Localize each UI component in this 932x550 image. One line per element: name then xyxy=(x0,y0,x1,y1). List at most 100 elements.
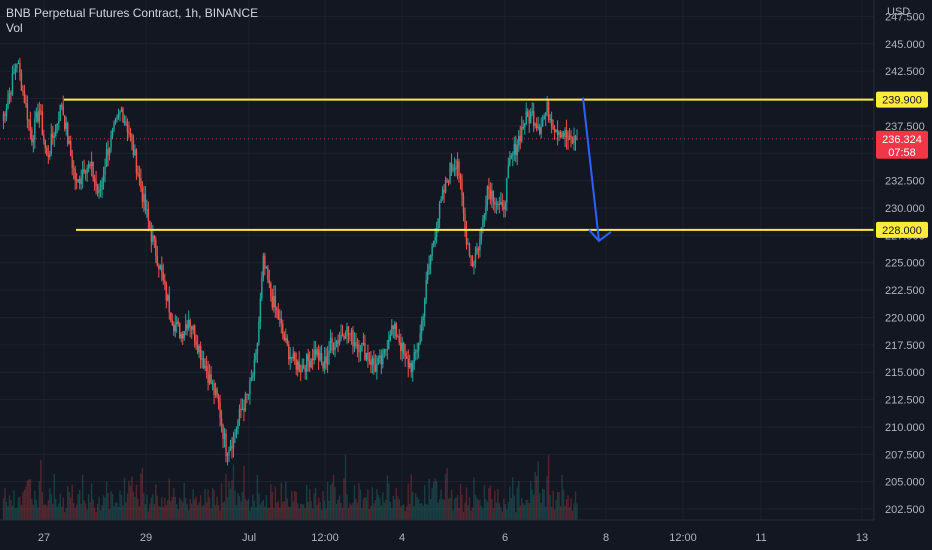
candle-body xyxy=(341,334,344,336)
volume-bar xyxy=(74,508,76,520)
level-tag[interactable] xyxy=(876,91,928,108)
volume-bar xyxy=(173,487,175,520)
candle-body xyxy=(561,132,563,138)
candle-body xyxy=(50,133,52,154)
candle-body xyxy=(5,108,8,117)
volume-bar xyxy=(485,499,487,520)
volume-bar xyxy=(10,499,12,520)
candle-body xyxy=(300,371,302,373)
volume-bar xyxy=(392,496,394,520)
candle-body xyxy=(480,227,483,240)
volume-bar xyxy=(270,484,272,520)
volume-bar xyxy=(196,504,199,520)
volume-bar xyxy=(501,511,504,520)
candle-body xyxy=(349,333,351,335)
level-tag[interactable] xyxy=(876,221,928,238)
volume-bar xyxy=(271,491,274,520)
candle-body xyxy=(164,279,166,283)
volume-bar xyxy=(474,494,477,520)
candle-body xyxy=(304,367,306,372)
candle-body xyxy=(92,161,94,179)
candle-body xyxy=(13,71,15,74)
volume-bar xyxy=(322,491,324,520)
candle-body xyxy=(455,167,457,169)
candle-body xyxy=(58,121,60,124)
volume-bar xyxy=(438,499,441,520)
volume-bar xyxy=(522,503,524,520)
price-scale[interactable] xyxy=(874,0,932,520)
volume-bar xyxy=(105,481,108,520)
volume-bar xyxy=(462,511,465,520)
volume-bar xyxy=(108,508,111,520)
volume-bar xyxy=(419,503,421,520)
candle-body xyxy=(558,132,560,135)
candle-body xyxy=(467,243,469,245)
volume-bar xyxy=(486,501,489,520)
candle-body xyxy=(225,433,227,457)
volume-bar xyxy=(135,484,138,520)
candle-body xyxy=(291,356,293,359)
volume-bar xyxy=(400,506,402,520)
candle-body xyxy=(26,103,29,120)
candle-body xyxy=(412,363,414,373)
volume-bar xyxy=(113,506,115,520)
candle-body xyxy=(259,298,262,322)
candle-body xyxy=(89,164,91,167)
x-tick-label: 27 xyxy=(38,532,50,544)
candle-body xyxy=(307,354,309,362)
current-price-tag[interactable] xyxy=(876,130,928,159)
candle-body xyxy=(573,135,575,144)
symbol-title[interactable]: BNB Perpetual Futures Contract, 1h, BINA… xyxy=(6,6,259,20)
candle-body xyxy=(77,179,79,182)
volume-bar xyxy=(337,499,339,520)
volume-bar xyxy=(222,502,224,520)
candle-body xyxy=(446,179,448,182)
volume-bar xyxy=(335,503,338,520)
candle-body xyxy=(276,307,278,311)
candle-body xyxy=(441,189,444,200)
candle-body xyxy=(379,355,381,358)
candle-body xyxy=(176,321,178,325)
candle-body xyxy=(207,371,209,384)
candle-body xyxy=(261,277,263,299)
volume-bar xyxy=(567,495,569,520)
candle-body xyxy=(422,316,424,321)
volume-bar xyxy=(225,474,227,520)
candle-body xyxy=(494,201,496,205)
volume-bar xyxy=(99,510,102,520)
candle-body xyxy=(491,190,493,200)
candle-body xyxy=(270,283,272,297)
volume-bar xyxy=(31,499,33,520)
volume-bar xyxy=(265,494,268,520)
candle-body xyxy=(198,345,200,353)
arrow-head[interactable] xyxy=(588,229,612,243)
volume-bar xyxy=(182,502,184,520)
volume-bar xyxy=(110,491,112,520)
volume-bar xyxy=(34,490,36,520)
arrow-shaft[interactable] xyxy=(582,97,600,241)
candle-body xyxy=(29,120,32,130)
volume-bar xyxy=(537,461,539,520)
volume-bar xyxy=(353,484,356,520)
volume-bars xyxy=(2,455,578,520)
volume-bar xyxy=(443,499,445,520)
volume-bar xyxy=(301,504,303,520)
candle-body xyxy=(141,188,144,203)
time-scale[interactable] xyxy=(0,520,932,550)
volume-bar xyxy=(373,503,375,520)
candle-body xyxy=(362,343,365,345)
candle-body xyxy=(420,320,423,333)
volume-bar xyxy=(61,506,63,520)
candle-body xyxy=(177,321,179,324)
volume-bar xyxy=(343,478,345,520)
volume-bar xyxy=(226,497,229,520)
candle-body xyxy=(425,280,427,300)
candle-body xyxy=(512,154,514,156)
volume-bar xyxy=(161,497,163,520)
candle-body xyxy=(267,267,269,281)
volume-indicator-label[interactable]: Vol xyxy=(6,21,23,35)
candle-body xyxy=(2,113,5,121)
candle-body xyxy=(274,296,277,308)
candle-body xyxy=(477,248,480,251)
